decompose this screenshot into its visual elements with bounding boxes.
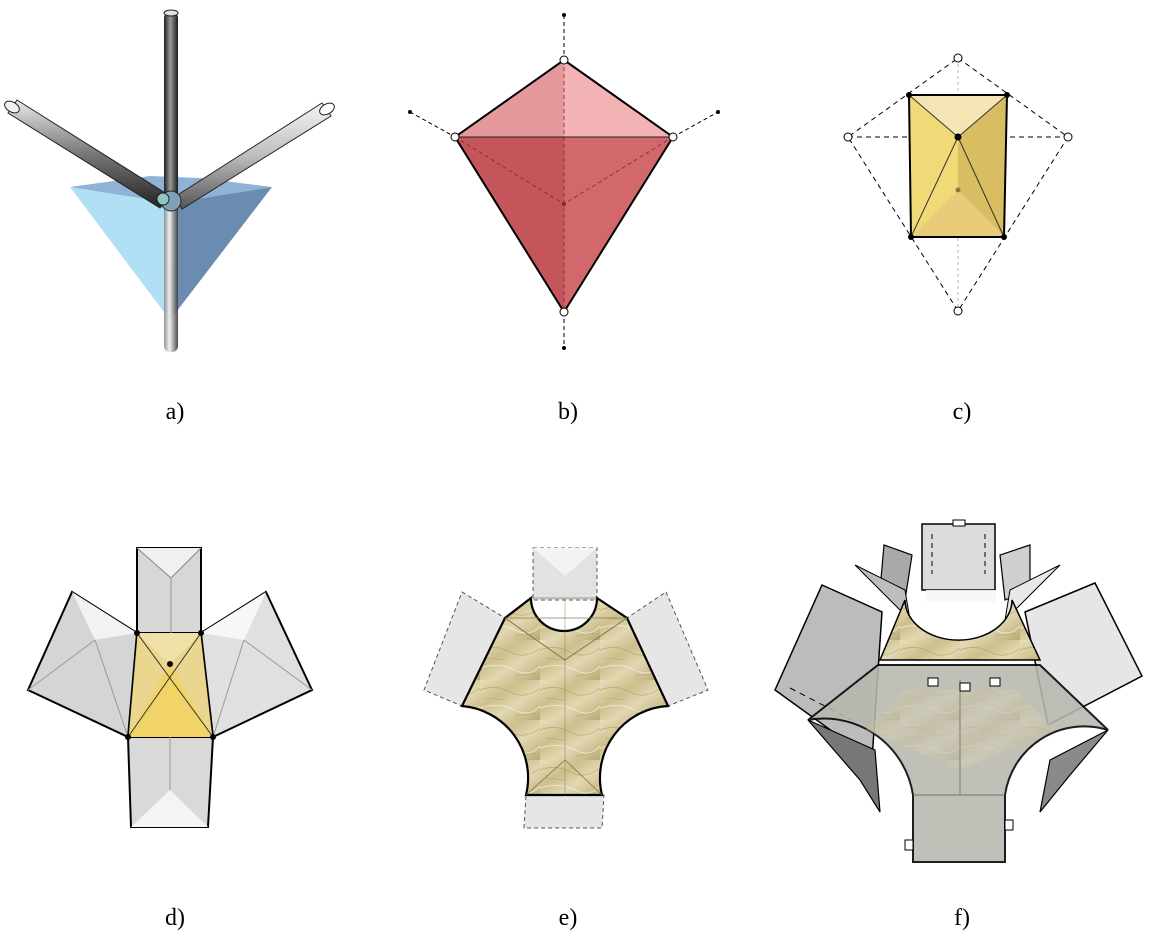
rod-vertical-bottom bbox=[164, 200, 178, 352]
caption-b: b) bbox=[558, 399, 578, 425]
caption-c: c) bbox=[952, 399, 972, 425]
caption-a: a) bbox=[165, 399, 185, 425]
caption-f: f) bbox=[954, 905, 970, 931]
panel-c-gold-box bbox=[843, 53, 1073, 316]
panel-b-kite bbox=[408, 13, 720, 350]
panel-a-rod-node bbox=[4, 9, 335, 352]
box-right bbox=[958, 95, 1007, 237]
box-top bbox=[909, 95, 1007, 137]
caption-e: e) bbox=[558, 905, 578, 931]
panel-d-unfolded-frame bbox=[26, 547, 314, 828]
panel-e-textured-panel bbox=[423, 547, 709, 829]
box-left bbox=[909, 95, 958, 237]
box-bottom bbox=[911, 190, 1004, 237]
caption-d: d) bbox=[165, 905, 185, 931]
panel-f-assembled-panels bbox=[774, 519, 1144, 863]
tetra-right-face bbox=[170, 187, 272, 320]
rod-vertical-top bbox=[164, 12, 178, 202]
tetra-left-face bbox=[70, 187, 171, 320]
